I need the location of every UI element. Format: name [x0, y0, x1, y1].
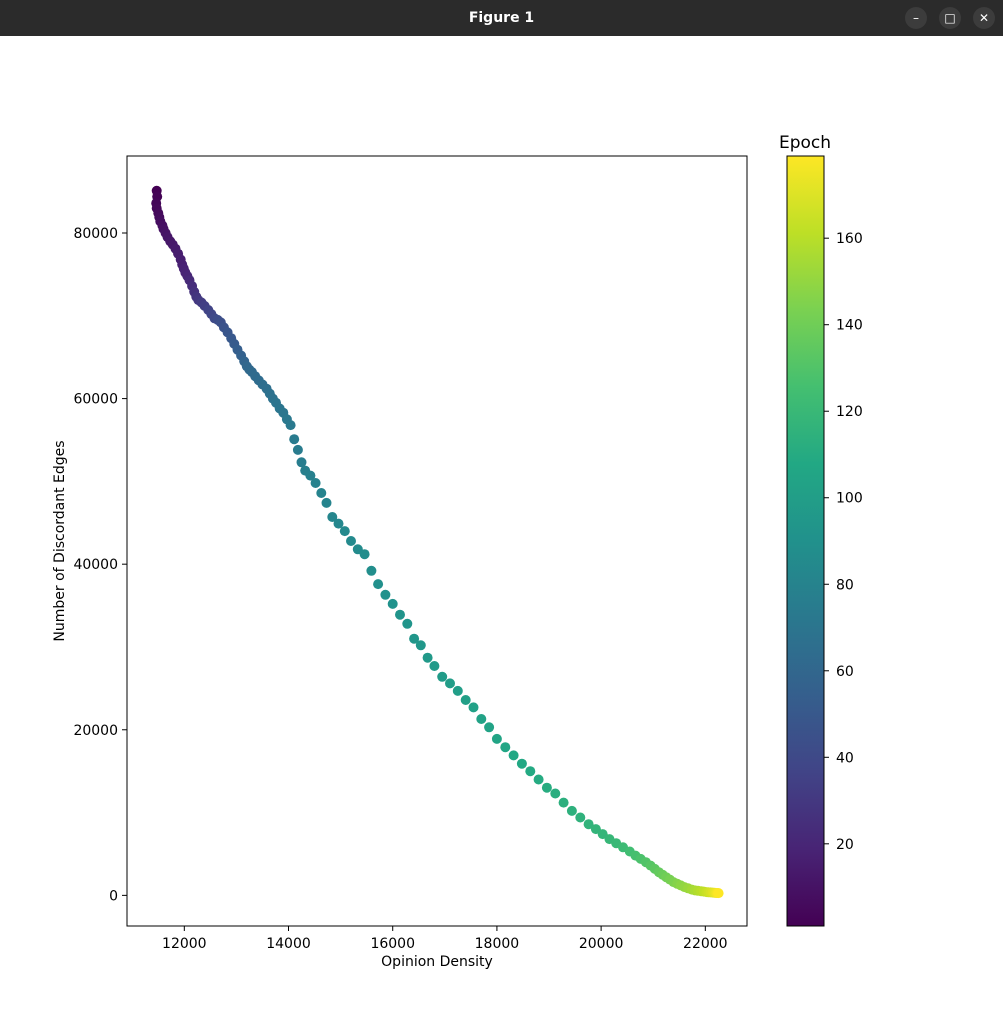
data-point: [550, 788, 561, 799]
data-point: [422, 652, 433, 663]
figure-canvas: [2, 36, 1001, 1034]
colorbar-tick-label: 120: [836, 404, 863, 420]
colorbar-tick-label: 140: [836, 318, 863, 334]
data-point: [484, 722, 495, 733]
data-point: [500, 742, 511, 753]
data-point: [296, 457, 307, 468]
data-point: [366, 565, 377, 576]
x-tick-label: 18000: [475, 936, 520, 952]
data-point: [429, 661, 440, 671]
colorbar-tick-label: 40: [836, 750, 854, 766]
data-point: [583, 819, 594, 830]
data-point: [359, 549, 370, 560]
data-point: [525, 766, 536, 777]
data-point: [558, 797, 569, 808]
data-point: [491, 733, 502, 744]
y-axis-ticks: 0 20000 40000 60000 80000: [73, 226, 127, 904]
window-titlebar: Figure 1 – □ ✕: [0, 0, 1003, 36]
data-point: [292, 444, 303, 455]
data-point: [395, 609, 405, 620]
y-tick-label: 60000: [73, 392, 118, 408]
data-point: [541, 782, 552, 793]
x-tick-label: 22000: [683, 936, 728, 952]
data-point: [533, 774, 544, 785]
data-point: [289, 434, 300, 445]
data-point: [468, 702, 479, 713]
data-point: [445, 678, 455, 689]
data-point: [452, 685, 463, 696]
data-point: [285, 420, 296, 431]
x-tick-label: 20000: [579, 936, 624, 952]
x-tick-label: 12000: [162, 936, 207, 952]
data-point: [566, 805, 577, 816]
data-point: [437, 671, 448, 682]
data-point: [508, 750, 519, 761]
y-tick-label: 80000: [73, 226, 118, 242]
data-point: [476, 714, 487, 724]
data-point: [460, 695, 471, 705]
data-point: [387, 598, 398, 609]
colorbar-tick-label: 20: [836, 837, 854, 853]
data-point: [305, 470, 316, 481]
colorbar-tick-label: 160: [836, 231, 863, 247]
data-point: [373, 579, 384, 590]
x-axis-ticks: 12000 14000 16000 18000 20000 22000: [162, 926, 728, 952]
maximize-icon[interactable]: □: [939, 7, 961, 29]
x-axis-label: Opinion Density: [381, 954, 493, 970]
data-point: [333, 518, 344, 529]
colorbar-ticks: 20 40 60 80 100 120 140 160: [824, 231, 863, 853]
data-point: [310, 478, 321, 488]
colorbar: [786, 155, 825, 927]
data-point: [316, 488, 327, 498]
close-icon[interactable]: ✕: [973, 7, 995, 29]
plot-frame: [126, 155, 748, 927]
x-tick-label: 16000: [370, 936, 415, 952]
colorbar-tick-label: 80: [836, 577, 854, 593]
data-point: [321, 497, 332, 508]
y-tick-label: 0: [109, 888, 118, 904]
x-tick-label: 14000: [266, 936, 311, 952]
window-title: Figure 1: [468, 10, 535, 26]
data-point: [402, 618, 413, 629]
y-tick-label: 40000: [73, 557, 118, 573]
colorbar-title: Epoch: [779, 133, 831, 153]
data-point: [339, 526, 350, 537]
y-axis-label: Number of Discordant Edges: [52, 440, 68, 641]
data-point: [327, 512, 338, 522]
colorbar-tick-label: 60: [836, 664, 854, 680]
colorbar-tick-label: 100: [836, 491, 863, 507]
data-point: [409, 633, 420, 644]
scatter-points: [151, 185, 724, 899]
data-point: [346, 536, 356, 546]
minimize-icon[interactable]: –: [905, 7, 927, 29]
y-tick-label: 20000: [73, 723, 118, 739]
data-point: [575, 812, 586, 823]
data-point: [415, 640, 426, 651]
data-point: [380, 589, 391, 600]
data-point: [713, 888, 724, 899]
data-point: [516, 758, 527, 769]
